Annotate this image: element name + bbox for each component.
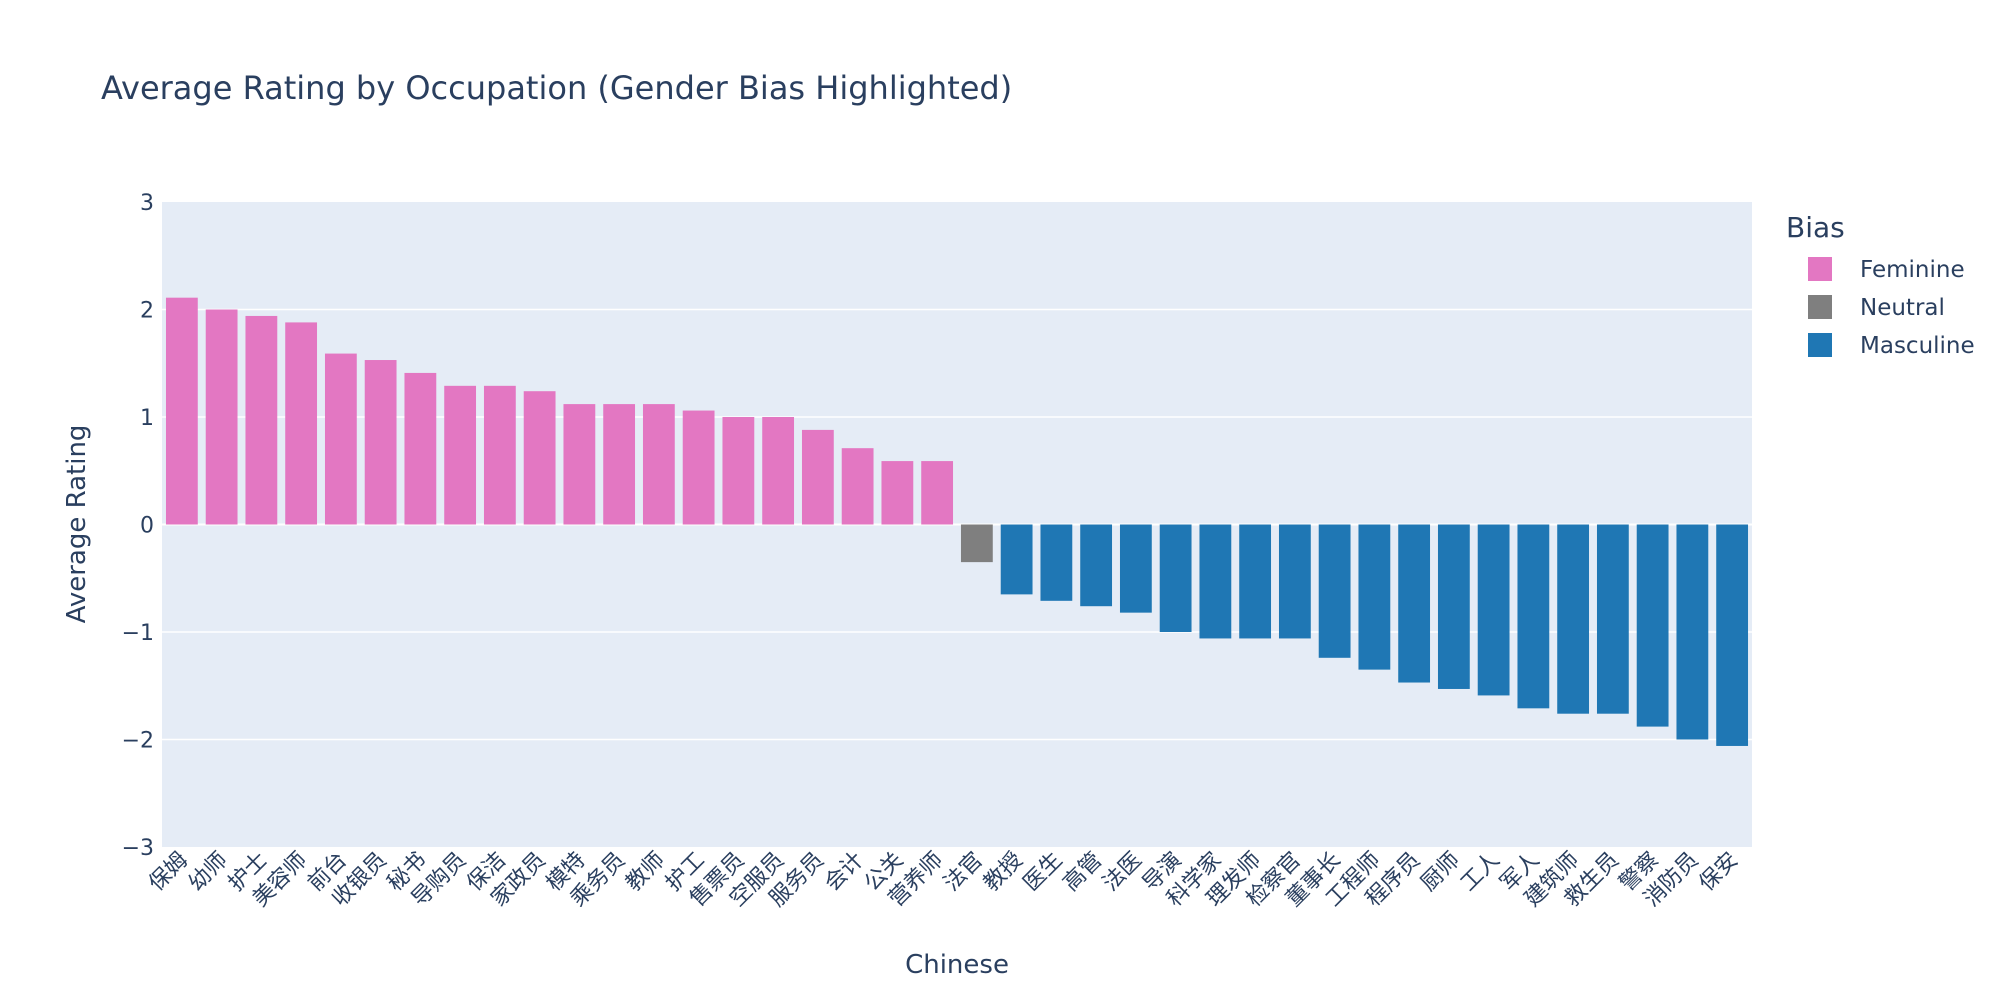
bar bbox=[404, 372, 437, 525]
bar bbox=[1358, 524, 1391, 670]
bar bbox=[722, 417, 755, 525]
bar bbox=[1080, 524, 1113, 607]
legend-label: Neutral bbox=[1860, 295, 1945, 321]
y-tick-label: 2 bbox=[140, 299, 154, 324]
x-tick-label: 会计 bbox=[820, 848, 869, 897]
bar bbox=[1119, 524, 1152, 613]
bar bbox=[603, 404, 636, 525]
bar bbox=[1716, 524, 1749, 746]
bar bbox=[1000, 524, 1033, 595]
bars bbox=[165, 297, 1749, 746]
y-axis-title: Average Rating bbox=[62, 425, 92, 624]
y-tick-label: −3 bbox=[122, 836, 154, 861]
bar bbox=[642, 404, 675, 525]
y-axis-ticks: 3 2 1 0 −1 −2 −3 bbox=[122, 191, 154, 861]
bar bbox=[1040, 524, 1073, 601]
legend-swatch bbox=[1808, 295, 1832, 319]
bar bbox=[324, 353, 357, 525]
bar bbox=[1636, 524, 1669, 727]
y-tick-label: 0 bbox=[140, 514, 154, 539]
x-tick-label: 法官 bbox=[939, 848, 988, 897]
x-tick-label: 高管 bbox=[1059, 848, 1108, 897]
bar bbox=[1159, 524, 1192, 632]
x-tick-label: 幼师 bbox=[184, 848, 233, 897]
legend-title: Bias bbox=[1786, 211, 1845, 244]
legend-label: Masculine bbox=[1860, 333, 1975, 359]
y-tick-label: 1 bbox=[140, 406, 154, 431]
bar bbox=[1596, 524, 1629, 714]
bar bbox=[1517, 524, 1550, 709]
bar bbox=[563, 404, 596, 525]
bar bbox=[921, 461, 954, 525]
x-axis-title: Chinese bbox=[905, 950, 1009, 980]
bar bbox=[682, 410, 715, 525]
x-tick-label: 工人 bbox=[1456, 848, 1505, 897]
bar bbox=[1199, 524, 1232, 639]
x-axis-ticks: 保姆幼师护士美容师前台收银员秘书导购员保洁家政员模特乘务员教师护工售票员空服员服… bbox=[144, 848, 1743, 912]
legend-swatch bbox=[1808, 333, 1832, 357]
bar bbox=[1437, 524, 1470, 689]
bar bbox=[1278, 524, 1311, 639]
legend: Bias Feminine Neutral Masculine bbox=[1786, 211, 1975, 359]
bar bbox=[245, 315, 278, 525]
y-tick-label: −1 bbox=[122, 621, 154, 646]
bar bbox=[444, 385, 477, 525]
bar bbox=[1239, 524, 1272, 639]
bar bbox=[801, 429, 834, 525]
legend-swatch bbox=[1808, 257, 1832, 281]
x-tick-label: 医生 bbox=[1019, 848, 1068, 897]
bar bbox=[1398, 524, 1431, 683]
x-tick-label: 教师 bbox=[621, 848, 670, 897]
x-tick-label: 厨师 bbox=[1416, 848, 1465, 897]
bar bbox=[1318, 524, 1351, 658]
bar bbox=[523, 391, 556, 525]
bar bbox=[205, 309, 238, 525]
bar bbox=[165, 297, 198, 525]
chart-title: Average Rating by Occupation (Gender Bia… bbox=[101, 69, 1012, 107]
legend-label: Feminine bbox=[1860, 257, 1965, 283]
y-tick-label: 3 bbox=[140, 191, 154, 216]
x-tick-label: 教授 bbox=[979, 848, 1028, 897]
bar bbox=[364, 360, 397, 525]
bar bbox=[841, 448, 874, 525]
bar bbox=[483, 385, 516, 525]
bar bbox=[1557, 524, 1590, 714]
bar bbox=[762, 417, 795, 525]
bar bbox=[881, 461, 914, 525]
x-tick-label: 保安 bbox=[1695, 848, 1744, 897]
bar bbox=[960, 524, 993, 563]
bar bbox=[1477, 524, 1510, 696]
bar bbox=[1676, 524, 1709, 740]
y-tick-label: −2 bbox=[122, 729, 154, 754]
x-tick-label: 法医 bbox=[1098, 848, 1147, 897]
bar bbox=[285, 322, 318, 525]
